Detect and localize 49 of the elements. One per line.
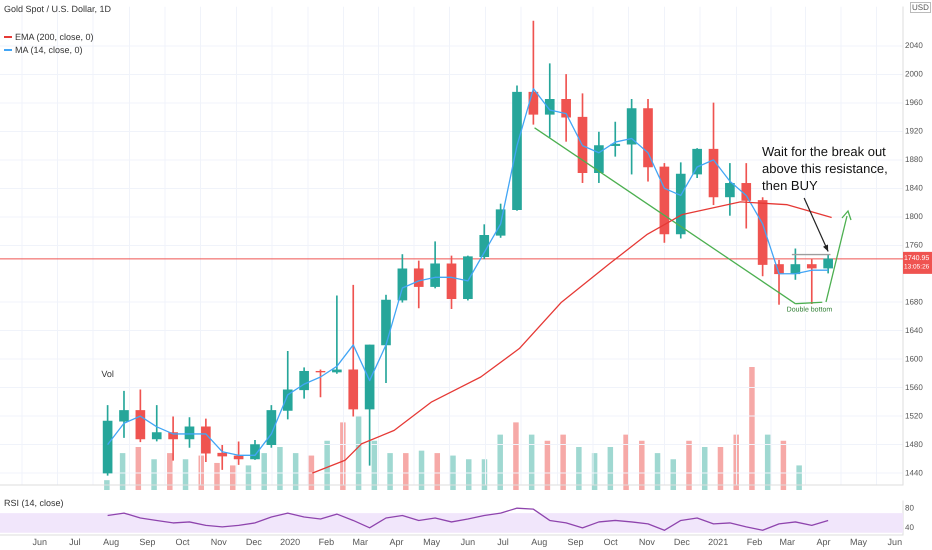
x-tick-label: 2021 — [708, 537, 728, 548]
x-tick-label: Jun — [888, 537, 902, 548]
y-tick-label: 1560 — [905, 382, 924, 392]
y-tick-label: 2000 — [905, 70, 924, 79]
y-tick-label: 1920 — [905, 126, 924, 136]
y-axis-title: USD — [910, 2, 931, 13]
x-tick-label: 2020 — [280, 537, 300, 548]
x-tick-label: Apr — [390, 537, 404, 548]
x-tick-label: Feb — [318, 537, 334, 548]
chart-title: Vol — [101, 369, 114, 379]
x-tick-label: May — [850, 537, 868, 548]
y-tick-label: 1800 — [905, 212, 924, 222]
y-tick-label: 1520 — [905, 411, 924, 420]
y-tick-label: 40 — [905, 523, 914, 532]
x-tick-label: Jul — [497, 537, 509, 548]
y-tick-label: 1480 — [905, 440, 924, 449]
y-tick-label: 1840 — [905, 184, 924, 193]
x-tick-label: Feb — [746, 537, 762, 548]
x-tick-label: Aug — [103, 537, 120, 548]
x-tick-label: Dec — [674, 537, 690, 548]
y-tick-label: 1880 — [905, 155, 924, 164]
x-tick-label: Aug — [531, 537, 548, 548]
y-tick-label: 1680 — [905, 297, 924, 306]
y-tick-label: 80 — [905, 503, 914, 512]
y-tick-label: 1600 — [905, 354, 924, 364]
annotation: Wait for the break out above this resistance, then BUY — [762, 144, 888, 193]
legend-label: MA (14, close, 0) — [15, 44, 83, 54]
x-tick-label: Oct — [175, 537, 190, 548]
x-tick-label: Jun — [460, 537, 476, 548]
x-tick-label: Apr — [816, 537, 830, 548]
y-tick-label: 1960 — [905, 98, 924, 108]
x-tick-label: Nov — [210, 537, 228, 548]
x-tick-label: Jul — [69, 537, 81, 548]
legend-label: EMA (200, close, 0) — [15, 32, 94, 42]
y-tick-label: 1640 — [905, 326, 924, 335]
chart-title: Gold Spot / U.S. Dollar, 1D — [4, 4, 112, 14]
x-tick-label: Mar — [352, 537, 368, 548]
x-tick-label: Oct — [604, 537, 618, 548]
x-tick-label: Jun — [32, 537, 48, 548]
x-tick-label: Sep — [139, 537, 156, 548]
x-tick-label: Sep — [567, 537, 584, 548]
y-tick-label: 2040 — [905, 41, 924, 50]
chart-title: RSI (14, close) — [4, 498, 64, 508]
x-tick-label: May — [423, 537, 441, 548]
x-tick-label: Nov — [638, 537, 656, 548]
x-tick-label: Dec — [246, 537, 262, 548]
y-tick-label: 1760 — [905, 240, 924, 250]
x-tick-label: Mar — [779, 537, 795, 548]
y-tick-label: 1440 — [905, 468, 924, 478]
